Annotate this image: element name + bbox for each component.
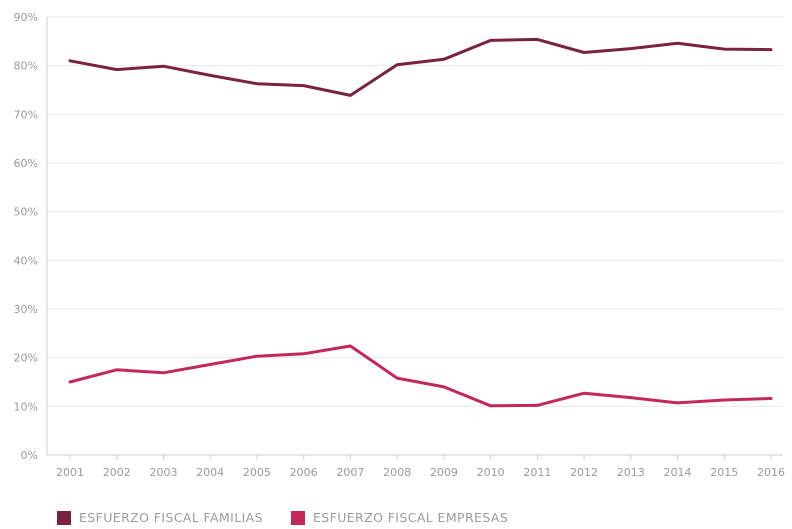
series-lines	[68, 37, 773, 408]
x-axis-ticks: 2001 2002 2003 2004 2005 2006 2007 2008 2009 2010…	[56, 455, 785, 479]
legend-item-familias: ESFUERZO FISCAL FAMILIAS	[57, 510, 263, 525]
x-tick-label-2013: 2013	[617, 466, 645, 479]
x-tick-label-2016: 2016	[757, 466, 785, 479]
x-tick-label-2012: 2012	[570, 466, 598, 479]
x-tick-label-2014: 2014	[664, 466, 692, 479]
legend-swatch-empresas	[290, 510, 305, 525]
y-tick-label-90: 90%	[14, 11, 38, 24]
x-tick-label-2001: 2001	[56, 466, 84, 479]
x-tick-label-2002: 2002	[103, 466, 131, 479]
y-tick-label-20: 20%	[14, 352, 38, 365]
series-line-0	[68, 37, 773, 97]
y-tick-label-10: 10%	[14, 400, 38, 413]
y-tick-label-40: 40%	[14, 254, 38, 267]
legend-item-empresas: ESFUERZO FISCAL EMPRESAS	[290, 510, 509, 525]
legend-swatch-familias	[57, 510, 71, 525]
y-tick-label-30: 30%	[14, 303, 38, 316]
y-tick-label-80: 80%	[14, 60, 38, 73]
series-line-1	[68, 344, 773, 408]
legend: ESFUERZO FISCAL FAMILIAS ESFUERZO FISCAL…	[57, 510, 536, 525]
chart-plot: 0%10%20%30%40%50%60%70%80%90% 2001 2002 20…	[14, 11, 785, 479]
gridlines	[46, 16, 783, 456]
y-tick-label-50: 50%	[14, 206, 38, 219]
y-axis-ticks: 0% 10% 20% 30% 40% 50% 60% 70% 80% 90%	[14, 11, 38, 462]
y-tick-label-60: 60%	[14, 157, 38, 170]
x-tick-label-2015: 2015	[710, 466, 738, 479]
x-tick-label-2008: 2008	[383, 466, 411, 479]
x-tick-label-2004: 2004	[196, 466, 224, 479]
x-tick-label-2005: 2005	[243, 466, 271, 479]
legend-label-familias: ESFUERZO FISCAL FAMILIAS	[79, 510, 263, 525]
x-tick-label-2006: 2006	[290, 466, 318, 479]
y-tick-label-70: 70%	[14, 108, 38, 121]
y-tick-label-0: 0%	[21, 449, 38, 462]
x-tick-label-2003: 2003	[149, 466, 177, 479]
legend-label-empresas: ESFUERZO FISCAL EMPRESAS	[312, 510, 509, 525]
x-tick-label-2010: 2010	[477, 466, 505, 479]
x-tick-label-2009: 2009	[430, 466, 458, 479]
x-tick-label-2007: 2007	[336, 466, 364, 479]
x-tick-label-2011: 2011	[523, 466, 551, 479]
